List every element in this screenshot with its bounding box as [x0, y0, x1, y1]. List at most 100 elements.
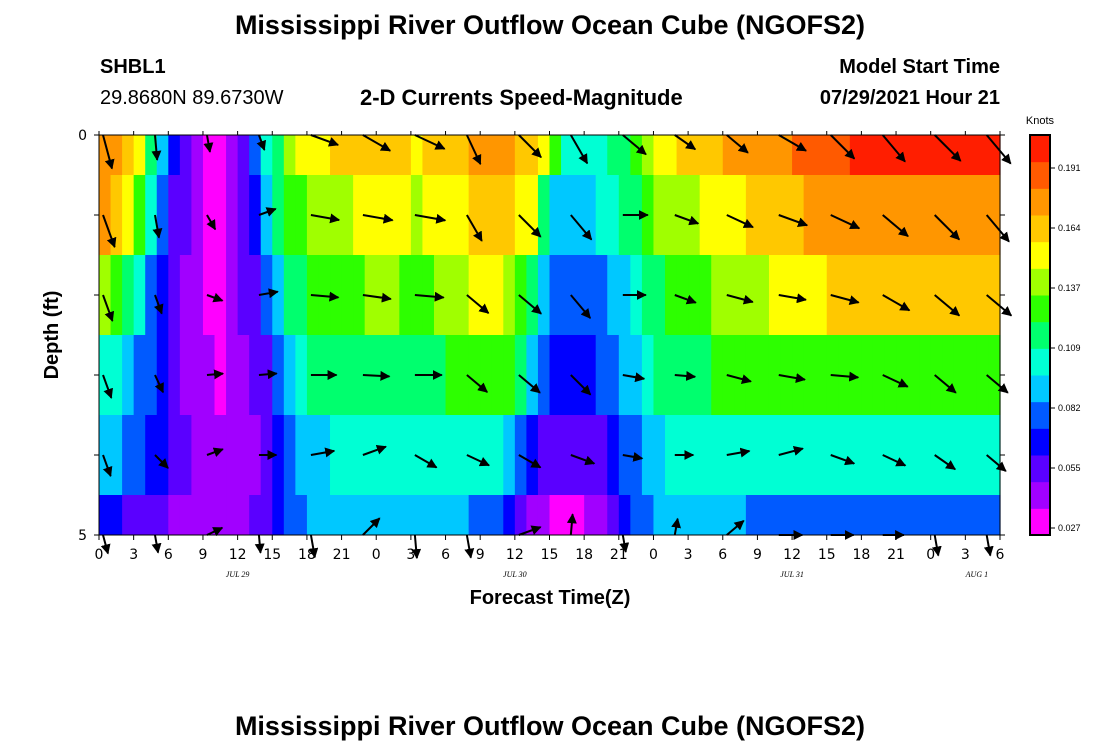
heatmap-cell — [214, 175, 227, 255]
heatmap-cell — [330, 415, 343, 495]
heatmap-cells — [99, 135, 1001, 535]
heatmap-cell — [896, 255, 909, 335]
heatmap-cell — [537, 335, 551, 415]
heatmap-cell — [965, 335, 978, 415]
heatmap-cell — [618, 495, 631, 535]
current-vector-arrow — [566, 513, 577, 536]
current-vector-arrow — [830, 454, 856, 466]
heatmap-cell — [364, 175, 377, 255]
heatmap-cell — [653, 495, 666, 535]
chart-subtitle: 2-D Currents Speed-Magnitude — [360, 85, 683, 110]
heatmap-cell — [445, 175, 458, 255]
heatmap-cell — [433, 255, 447, 335]
heatmap-cell — [422, 495, 435, 535]
heatmap-cell — [468, 175, 481, 255]
x-tick-label: 18 — [852, 547, 870, 563]
current-vector-arrow — [986, 454, 1007, 472]
heatmap-cell — [457, 335, 470, 415]
heatmap-cell — [803, 255, 816, 335]
current-vector-arrow — [570, 454, 596, 466]
heatmap-cell — [168, 135, 181, 175]
heatmap-cell — [826, 495, 839, 535]
colorbar-tick-label: 0.027 — [1058, 523, 1081, 533]
current-vector-arrow — [102, 454, 113, 477]
heatmap-cell — [237, 415, 250, 495]
x-tick-label: 6 — [996, 547, 1005, 563]
current-vector-arrow — [518, 214, 542, 238]
heatmap-cell — [214, 255, 227, 335]
current-vector-arrow — [931, 534, 942, 557]
heatmap-cell — [641, 495, 655, 535]
heatmap-cell — [561, 415, 574, 495]
heatmap-cell — [884, 135, 897, 175]
heatmap-cell — [514, 175, 527, 255]
heatmap-cell — [803, 415, 816, 495]
heatmap-cell — [399, 335, 412, 415]
heatmap-cell — [480, 255, 493, 335]
heatmap-cell — [861, 255, 874, 335]
heatmap-cell — [445, 335, 458, 415]
heatmap-cell — [399, 495, 412, 535]
heatmap-cell — [953, 495, 966, 535]
heatmap-cell — [734, 495, 747, 535]
x-date-label: JUL 31 — [780, 570, 804, 579]
heatmap-cell — [110, 135, 123, 175]
heatmap-cell — [514, 255, 527, 335]
heatmap-cell — [919, 135, 932, 175]
heatmap-cell — [526, 175, 539, 255]
current-vector-arrow — [206, 447, 224, 457]
current-vector-arrow — [102, 134, 115, 170]
colorbar-swatch — [1030, 481, 1050, 509]
heatmap-cell — [179, 335, 193, 415]
heatmap-cell — [306, 495, 320, 535]
heatmap-cell — [699, 135, 712, 175]
heatmap-cell — [491, 175, 504, 255]
heatmap-cell — [584, 135, 597, 175]
heatmap-cell — [491, 415, 504, 495]
heatmap-cell — [976, 335, 990, 415]
heatmap-cell — [110, 175, 123, 255]
y-axis: 05 — [78, 128, 1005, 544]
x-tick-label: 3 — [129, 547, 138, 563]
heatmap-cell — [815, 175, 828, 255]
current-vector-arrow — [414, 213, 447, 224]
heatmap-cell — [849, 175, 862, 255]
x-axis-label: Forecast Time(Z) — [470, 587, 631, 609]
colorbar-swatch — [1030, 161, 1050, 189]
heatmap-cell — [861, 175, 874, 255]
heatmap-cell — [480, 495, 493, 535]
heatmap-cell — [665, 175, 678, 255]
heatmap-cell — [607, 255, 620, 335]
heatmap-cell — [849, 255, 862, 335]
heatmap-cell — [364, 415, 377, 495]
heatmap-cell — [907, 495, 920, 535]
heatmap-cell — [745, 175, 759, 255]
heatmap-cell — [514, 335, 527, 415]
heatmap-cell — [665, 415, 678, 495]
current-vector-arrow — [570, 374, 592, 396]
heatmap-cell — [156, 495, 169, 535]
heatmap-cell — [191, 255, 204, 335]
heatmap-cell — [757, 335, 770, 415]
current-vector-arrow — [151, 134, 162, 161]
heatmap-cell — [815, 495, 828, 535]
heatmap-cell — [561, 255, 574, 335]
heatmap-cell — [145, 495, 158, 535]
heatmap-cell — [283, 255, 296, 335]
current-vector-arrow — [518, 454, 542, 469]
current-vector-arrow — [411, 534, 422, 560]
current-vector-arrow — [518, 525, 542, 536]
current-vector-arrow — [310, 134, 340, 147]
heatmap-cell — [699, 495, 712, 535]
colorbar-swatch — [1030, 188, 1050, 216]
current-vector-arrow — [518, 134, 542, 158]
model-start-label: Model Start Time — [839, 56, 1000, 78]
heatmap-cell — [676, 495, 689, 535]
heatmap-cell — [965, 135, 978, 175]
heatmap-cell — [168, 175, 181, 255]
x-tick-label: 15 — [818, 547, 836, 563]
heatmap-cell — [249, 255, 262, 335]
heatmap-cell — [896, 415, 909, 495]
heatmap-cell — [792, 255, 805, 335]
heatmap-cell — [595, 135, 608, 175]
